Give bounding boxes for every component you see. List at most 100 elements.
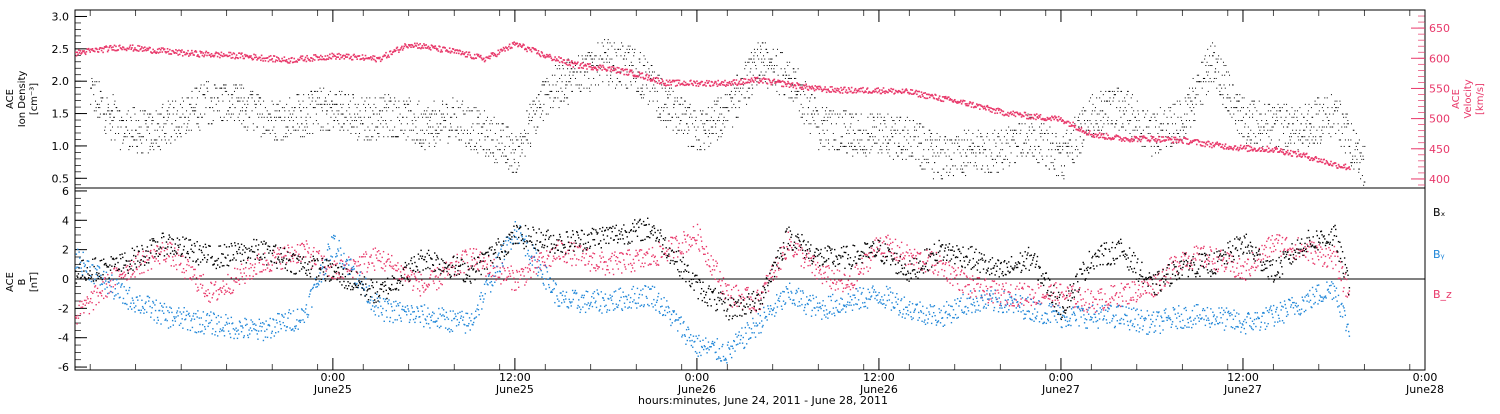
- velocity-point: [1238, 149, 1240, 151]
- velocity-point: [455, 49, 457, 51]
- density-point: [1321, 130, 1322, 131]
- density-point: [877, 114, 878, 115]
- density-point: [564, 94, 565, 95]
- density-point: [127, 114, 128, 115]
- density-point: [346, 117, 347, 118]
- density-point: [817, 110, 818, 111]
- density-point: [1202, 88, 1203, 89]
- density-point: [306, 123, 307, 124]
- velocity-point: [665, 85, 667, 87]
- density-point: [104, 114, 105, 115]
- velocity-point: [361, 58, 363, 60]
- density-point: [289, 120, 290, 121]
- velocity-point: [582, 62, 584, 64]
- velocity-point: [753, 81, 755, 83]
- velocity-point: [800, 87, 802, 89]
- density-point: [715, 123, 716, 124]
- density-point: [878, 139, 879, 140]
- density-point: [1284, 149, 1285, 150]
- velocity-point: [356, 58, 358, 60]
- density-point: [940, 149, 941, 150]
- density-point: [302, 136, 303, 137]
- density-point: [1082, 146, 1083, 147]
- velocity-point: [526, 49, 528, 51]
- density-point: [1138, 114, 1139, 115]
- density-point: [430, 117, 431, 118]
- density-point: [124, 133, 125, 134]
- density-point: [1154, 117, 1155, 118]
- density-point: [151, 120, 152, 121]
- density-point: [588, 78, 589, 79]
- density-point: [277, 139, 278, 140]
- velocity-point: [1336, 165, 1338, 167]
- density-point: [1187, 114, 1188, 115]
- velocity-point: [629, 71, 631, 73]
- density-point: [764, 65, 765, 66]
- density-point: [801, 104, 802, 105]
- velocity-point: [1349, 168, 1351, 170]
- density-point: [232, 97, 233, 98]
- b-point: [78, 318, 79, 319]
- velocity-point: [419, 47, 421, 49]
- density-point: [799, 110, 800, 111]
- density-point: [232, 94, 233, 95]
- density-point: [1005, 156, 1006, 157]
- velocity-point: [708, 80, 710, 82]
- b-point: [82, 306, 83, 307]
- density-point: [859, 130, 860, 131]
- density-point: [1239, 133, 1240, 134]
- density-point: [626, 59, 627, 60]
- density-point: [1279, 107, 1280, 108]
- velocity-point: [107, 51, 109, 53]
- density-point: [115, 133, 116, 134]
- b-point: [83, 312, 84, 313]
- density-point: [900, 133, 901, 134]
- velocity-point: [918, 96, 920, 98]
- density-point: [1185, 97, 1186, 98]
- density-point: [610, 75, 611, 76]
- density-point: [1349, 146, 1350, 147]
- density-point: [158, 146, 159, 147]
- density-point: [1004, 136, 1005, 137]
- velocity-point: [177, 50, 179, 52]
- density-point: [327, 104, 328, 105]
- velocity-point: [1202, 145, 1204, 147]
- density-point: [988, 169, 989, 170]
- density-point: [652, 71, 653, 72]
- density-point: [1128, 91, 1129, 92]
- density-point: [515, 149, 516, 150]
- velocity-point: [964, 100, 966, 102]
- velocity-point: [340, 54, 342, 56]
- velocity-point: [1210, 144, 1212, 146]
- density-point: [1139, 127, 1140, 128]
- density-point: [808, 107, 809, 108]
- density-point: [966, 133, 967, 134]
- velocity-point: [1025, 114, 1027, 116]
- density-point: [895, 133, 896, 134]
- velocity-point: [1205, 143, 1207, 145]
- density-point: [423, 139, 424, 140]
- velocity-point: [1249, 146, 1251, 148]
- velocity-point: [736, 79, 738, 81]
- velocity-point: [998, 109, 1000, 111]
- density-point: [917, 146, 918, 147]
- density-point: [278, 117, 279, 118]
- density-point: [1329, 120, 1330, 121]
- velocity-point: [1250, 150, 1252, 152]
- density-point: [298, 101, 299, 102]
- velocity-point: [94, 51, 96, 53]
- density-point: [884, 117, 885, 118]
- velocity-point: [916, 93, 918, 95]
- velocity-point: [112, 46, 114, 48]
- velocity-point: [183, 51, 185, 53]
- density-point: [664, 104, 665, 105]
- density-point: [748, 97, 749, 98]
- density-point: [108, 104, 109, 105]
- density-point: [1056, 175, 1057, 176]
- density-point: [565, 88, 566, 89]
- velocity-point: [365, 55, 367, 57]
- density-point: [1241, 107, 1242, 108]
- velocity-point: [661, 79, 663, 81]
- density-point: [191, 91, 192, 92]
- velocity-point: [1167, 137, 1169, 139]
